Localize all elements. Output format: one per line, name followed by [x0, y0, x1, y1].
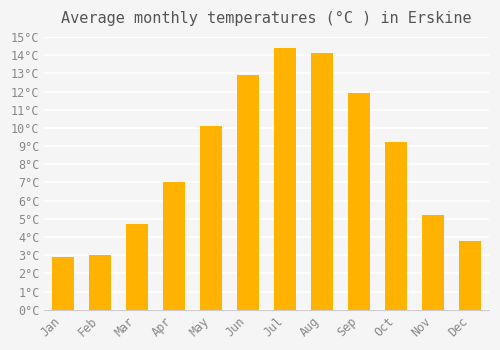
Bar: [200, 126, 222, 310]
Bar: [274, 48, 296, 310]
Bar: [52, 257, 74, 310]
Bar: [237, 75, 260, 310]
Bar: [460, 241, 481, 310]
Bar: [89, 255, 111, 310]
Bar: [126, 224, 148, 310]
Bar: [163, 182, 185, 310]
Bar: [311, 54, 334, 310]
Bar: [348, 93, 370, 310]
Bar: [385, 142, 407, 310]
Bar: [422, 215, 444, 310]
Title: Average monthly temperatures (°C ) in Erskine: Average monthly temperatures (°C ) in Er…: [62, 11, 472, 26]
